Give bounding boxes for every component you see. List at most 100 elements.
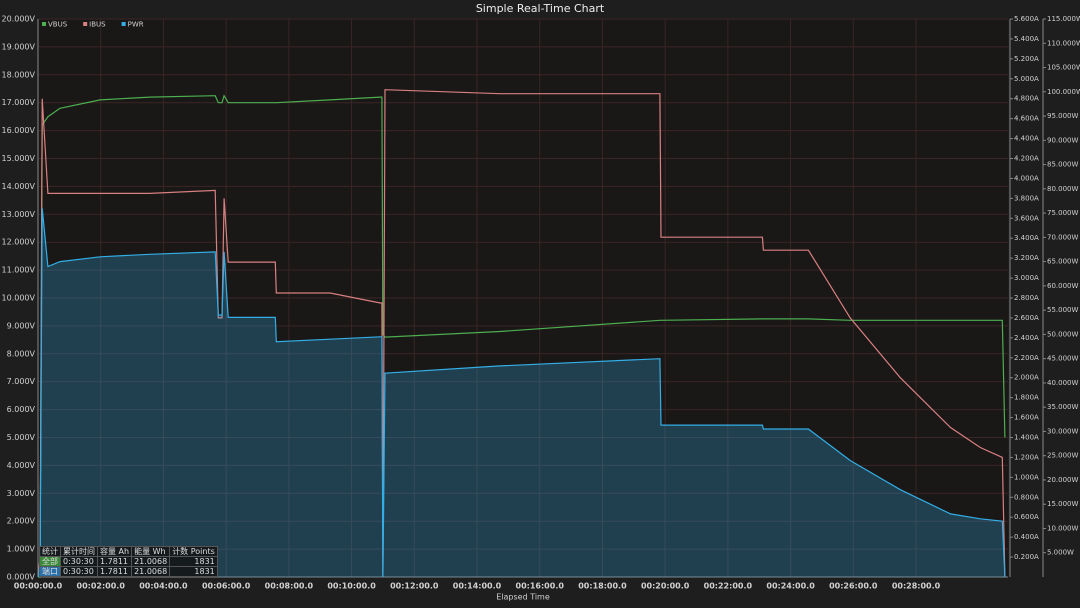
y-tick-label: 55.000W (1047, 306, 1078, 314)
y-tick-label: 3.000A (1014, 274, 1039, 282)
cell: 1831 (169, 566, 218, 577)
y-tick-label: 3.800A (1014, 194, 1039, 202)
y-tick-label: 35.000W (1047, 403, 1078, 411)
cell: 1.7811 (96, 566, 133, 577)
y-tick-label: 2.000A (1014, 374, 1039, 382)
y-tick-label: 115.000W (1047, 15, 1080, 23)
y-tick-label: 70.000W (1047, 233, 1078, 241)
y-tick-label: 5.200A (1014, 55, 1039, 63)
y-tick-label: 45.000W (1047, 355, 1078, 363)
y-tick-label: 1.200A (1014, 453, 1039, 461)
y-tick-label: 1.400A (1014, 434, 1039, 442)
y-tick-label: 65.000W (1047, 258, 1078, 266)
y-tick-label: 2.400A (1014, 334, 1039, 342)
y-tick-label: 5.400A (1014, 35, 1039, 43)
y-tick-label: 10.000W (1047, 524, 1078, 532)
x-tick-label: 00:18:00.0 (578, 582, 627, 591)
y-tick-label: 30.000W (1047, 427, 1078, 435)
y-tick-label: 2.000V (7, 517, 36, 526)
x-tick-label: 00:22:00.0 (704, 582, 753, 591)
y-tick-label: 105.000W (1047, 64, 1080, 72)
chart-title: Simple Real-Time Chart (476, 2, 605, 15)
legend-label: VBUS (48, 21, 68, 29)
stats-row: 全部 0:30:30 1.7811 21.0068 1831 (39, 556, 218, 567)
x-tick-label: 00:06:00.0 (202, 582, 251, 591)
y-tick-label: 19.000V (2, 42, 36, 51)
y-tick-label: 1.800A (1014, 394, 1039, 402)
line (37, 208, 1006, 578)
y-tick-label: 16.000V (2, 126, 36, 135)
y-tick-label: 1.000A (1014, 473, 1039, 481)
cell: 容量 Ah (96, 546, 133, 557)
y-tick-label: 6.000V (7, 405, 36, 414)
y-tick-label: 0.000V (7, 573, 36, 582)
y-tick-label: 4.000A (1014, 174, 1039, 182)
cell: 0:30:30 (60, 566, 98, 577)
y-tick-label: 7.000V (7, 377, 36, 386)
y-tick-label: 9.000V (7, 321, 36, 330)
y-tick-label: 14.000V (2, 182, 36, 191)
y-tick-label: 3.400A (1014, 234, 1039, 242)
x-tick-label: 00:26:00.0 (829, 582, 878, 591)
y-tick-label: 5.600A (1014, 15, 1039, 23)
cell: 累计时间 (60, 546, 98, 557)
x-tick-label: 00:12:00.0 (390, 582, 439, 591)
stats-table: 统计 累计时间 容量 Ah 能量 Wh 计数 Points 全部 0:30:30… (39, 546, 218, 577)
y-tick-label: 15.000W (1047, 500, 1078, 508)
y-tick-label: 8.000V (7, 349, 36, 358)
cell: 统计 (39, 546, 61, 557)
x-tick-label: 00:24:00.0 (766, 582, 815, 591)
x-tick-label: 00:16:00.0 (516, 582, 565, 591)
line (38, 94, 1006, 578)
y-tick-label: 75.000W (1047, 209, 1078, 217)
y-tick-label: 110.000W (1047, 39, 1080, 47)
y-tick-label: 3.000V (7, 489, 36, 498)
cell: 能量 Wh (131, 546, 171, 557)
cell: 1.7811 (96, 556, 133, 567)
area (38, 208, 1005, 577)
stats-row: 端口 0:30:30 1.7811 21.0068 1831 (39, 566, 218, 577)
y-tick-label: 3.600A (1014, 214, 1039, 222)
x-tick-label: 00:04:00.0 (139, 582, 188, 591)
y-tick-label: 20.000V (2, 15, 36, 24)
y-tick-label: 80.000W (1047, 185, 1078, 193)
cell: 21.0068 (131, 566, 171, 577)
y-tick-label: 85.000W (1047, 161, 1078, 169)
y-tick-label: 50.000W (1047, 330, 1078, 338)
y-tick-label: 2.200A (1014, 354, 1039, 362)
y-tick-label: 4.200A (1014, 155, 1039, 163)
y-tick-label: 5.000V (7, 433, 36, 442)
y-tick-label: 20.000W (1047, 476, 1078, 484)
cell: 端口 (39, 566, 61, 577)
cell: 1831 (169, 556, 218, 567)
y-tick-label: 2.600A (1014, 314, 1039, 322)
y-tick-label: 4.400A (1014, 135, 1039, 143)
y-tick-label: 90.000W (1047, 136, 1078, 144)
y-tick-label: 4.000V (7, 461, 36, 470)
y-tick-label: 12.000V (2, 238, 36, 247)
y-tick-label: 1.000V (7, 545, 36, 554)
legend-label: IBUS (89, 21, 106, 29)
x-axis-title: Elapsed Time (496, 593, 550, 602)
y-tick-label: 3.200A (1014, 254, 1039, 262)
y-tick-label: 4.600A (1014, 115, 1039, 123)
x-tick-label: 00:00:00.0 (14, 582, 63, 591)
y-tick-label: 0.200A (1014, 553, 1039, 561)
x-tick-label: 00:28:00.0 (892, 582, 941, 591)
y-tick-label: 10.000V (2, 294, 36, 303)
cell: 21.0068 (131, 556, 171, 567)
y-tick-label: 95.000W (1047, 112, 1078, 120)
y-tick-label: 11.000V (2, 266, 36, 275)
y-tick-label: 5.000W (1047, 549, 1074, 557)
y-tick-label: 0.600A (1014, 513, 1039, 521)
y-tick-label: 0.400A (1014, 533, 1039, 541)
x-tick-label: 00:14:00.0 (453, 582, 502, 591)
y-tick-label: 100.000W (1047, 88, 1080, 96)
y-tick-label: 0.800A (1014, 493, 1039, 501)
cell: 全部 (39, 556, 61, 567)
legend-swatch (42, 22, 46, 26)
y-tick-label: 5.000A (1014, 75, 1039, 83)
y-tick-label: 40.000W (1047, 379, 1078, 387)
y-tick-label: 2.800A (1014, 294, 1039, 302)
